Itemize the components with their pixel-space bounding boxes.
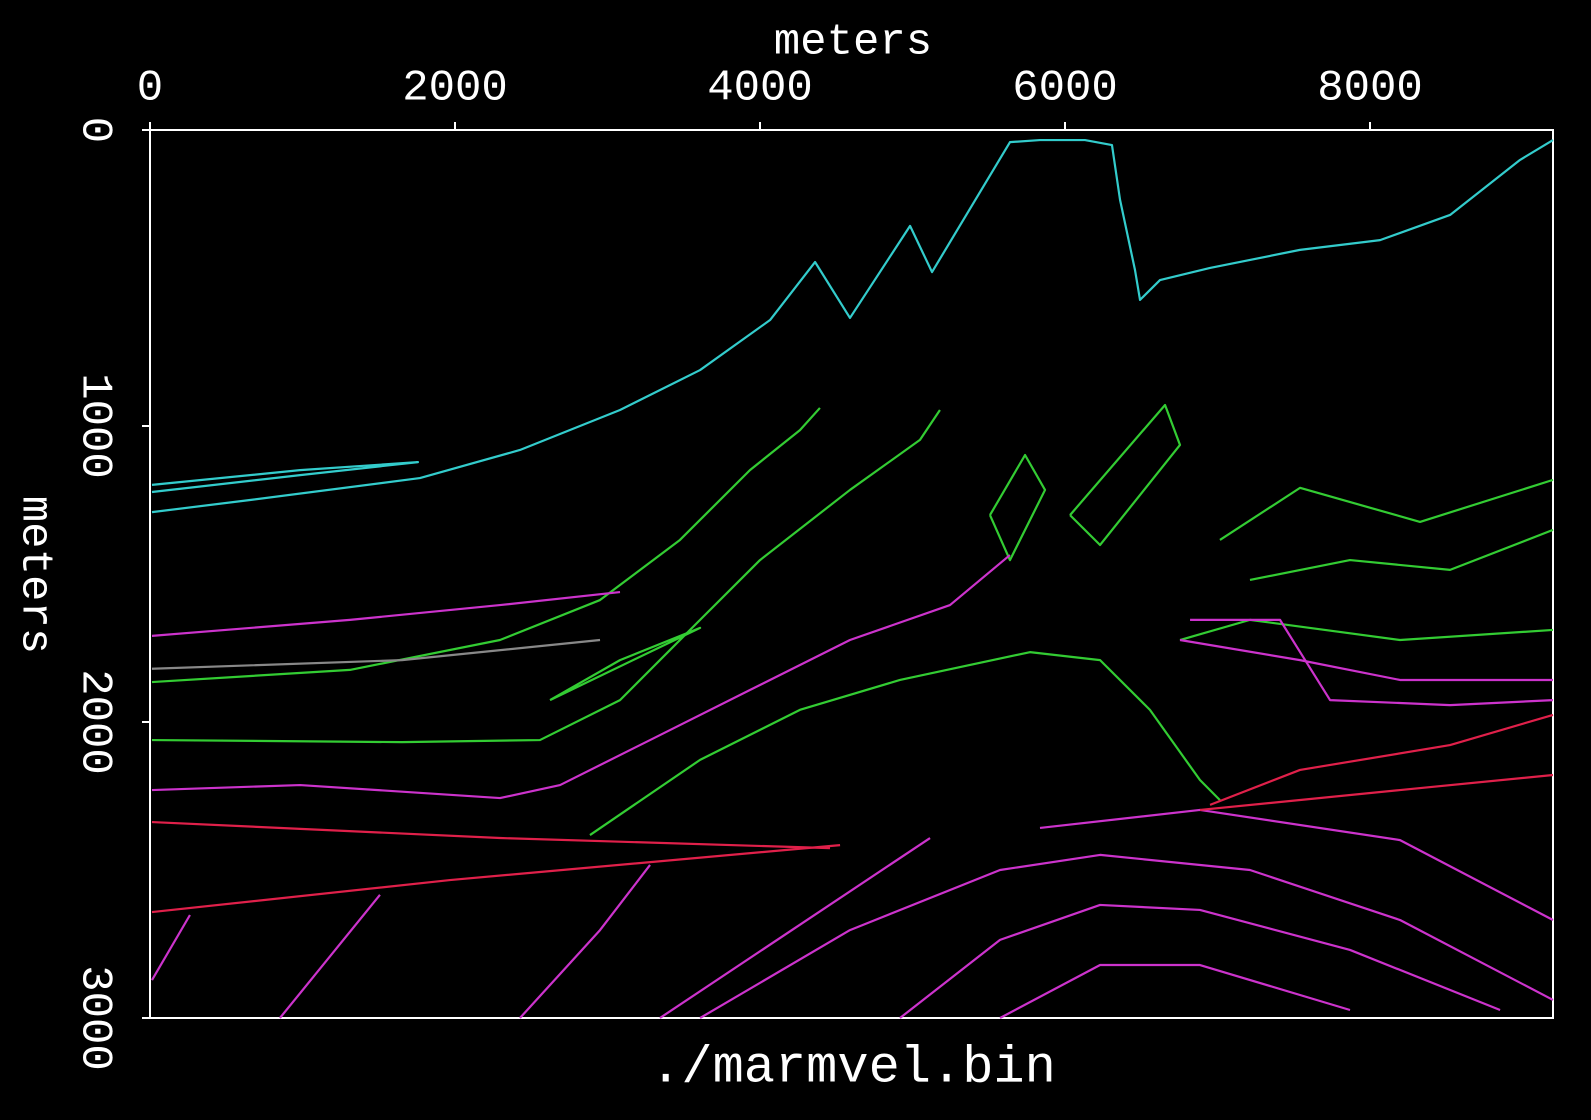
contour-line <box>519 864 651 1019</box>
contour-line <box>151 638 601 670</box>
x-tick-label: 0 <box>137 64 163 114</box>
contour-line <box>1069 403 1182 547</box>
contour-line <box>699 853 1554 1019</box>
x-axis-label: meters <box>774 18 932 68</box>
contour-line <box>1179 638 1553 682</box>
contour-line <box>151 820 831 850</box>
y-tick-label: 0 <box>69 117 119 143</box>
contour-line <box>1199 773 1554 812</box>
chart-title: ./marmvel.bin <box>650 1039 1056 1098</box>
contour-line <box>151 914 191 981</box>
x-tick-label: 8000 <box>1317 64 1423 114</box>
contour-line <box>151 461 420 494</box>
x-tick-label: 2000 <box>402 64 508 114</box>
contour-line <box>1219 478 1554 541</box>
contour-line <box>549 626 702 702</box>
contour-line <box>999 963 1351 1019</box>
y-axis-label: meters <box>9 496 59 654</box>
x-tick-label: 4000 <box>707 64 813 114</box>
contour-line <box>151 407 821 684</box>
plot-frame <box>149 129 1554 1019</box>
contour-line <box>151 554 1011 800</box>
contour-line <box>1209 713 1554 806</box>
y-tick-label: 2000 <box>69 669 119 775</box>
x-tick-label: 6000 <box>1012 64 1118 114</box>
y-tick-label: 3000 <box>69 965 119 1071</box>
contour-line <box>279 894 381 1019</box>
contour-line <box>151 590 621 637</box>
contour-line <box>151 409 941 744</box>
contour-line <box>589 651 1221 836</box>
contour-line <box>1249 528 1554 581</box>
contour-line <box>151 138 1554 514</box>
y-tick-label: 1000 <box>69 373 119 479</box>
contour-line <box>659 837 931 1019</box>
contour-line <box>1039 808 1554 921</box>
contour-line <box>1179 618 1554 642</box>
contour-line <box>899 903 1501 1019</box>
contour-line <box>151 844 841 914</box>
contour-line <box>988 453 1047 562</box>
contour-line <box>1190 618 1554 707</box>
